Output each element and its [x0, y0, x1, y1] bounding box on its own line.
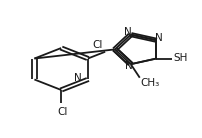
Text: Cl: Cl: [92, 40, 102, 50]
Text: N: N: [74, 73, 82, 83]
Text: N: N: [124, 27, 132, 37]
Text: Cl: Cl: [57, 107, 67, 117]
Text: SH: SH: [173, 53, 188, 63]
Text: N: N: [155, 33, 163, 43]
Text: CH₃: CH₃: [141, 78, 160, 88]
Text: N: N: [125, 61, 133, 71]
